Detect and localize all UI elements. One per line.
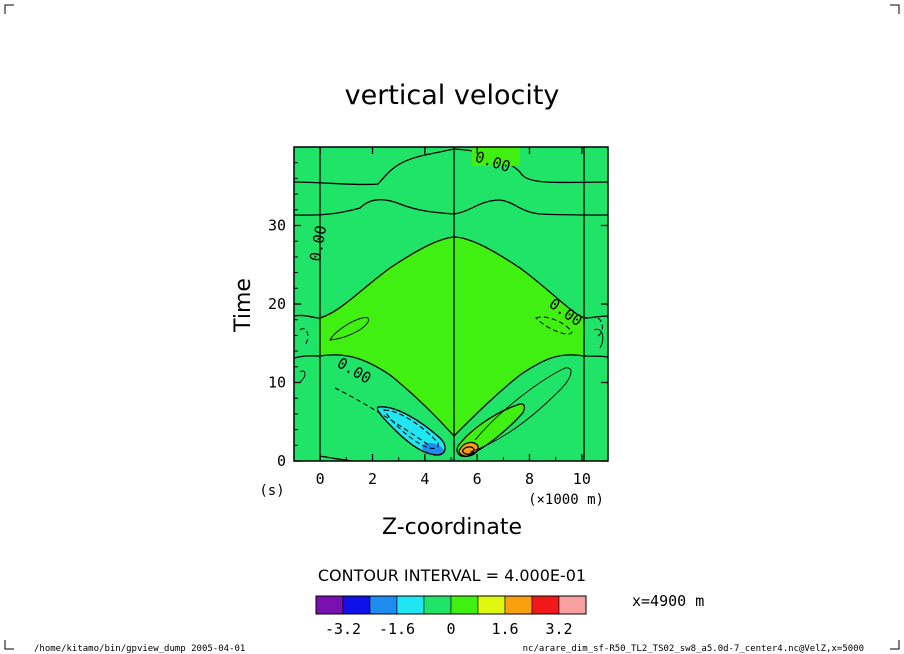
x-axis-label: Z-coordinate — [382, 515, 522, 540]
contour-top-left — [294, 148, 455, 186]
x-axis-tick-labels: 0 2 4 6 8 10 — [316, 470, 591, 488]
colorbar-swatch — [369, 595, 398, 615]
y-tick-label: 0 — [277, 452, 286, 470]
colorbar-swatch — [342, 595, 371, 615]
field-negative-lobe — [377, 406, 446, 455]
colorbar-swatch — [531, 595, 560, 615]
x-tick-label: 8 — [525, 470, 534, 488]
y-tick-label: 10 — [268, 374, 286, 392]
colorbar-swatch — [315, 595, 344, 615]
contour-thin-lines — [299, 317, 604, 453]
contour-zero-diamond-top — [294, 236, 608, 319]
contour-dashed-lines — [299, 316, 603, 449]
y-axis-ticks — [294, 146, 608, 462]
y-axis-tick-labels: 0 10 20 30 — [268, 217, 286, 471]
chart-title: vertical velocity — [345, 80, 560, 111]
colorbar-swatch — [558, 595, 587, 615]
field-central-region — [320, 237, 584, 436]
colorbar-swatch — [477, 595, 506, 615]
colorbar-tick-label: 1.6 — [491, 620, 518, 638]
contour-zero-diamond-bottom — [294, 354, 608, 437]
x-axis-ticks — [293, 147, 609, 461]
colorbar-swatch — [450, 595, 479, 615]
footer-left: /home/kitamo/bin/gpview_dump 2005-04-01 — [34, 644, 245, 654]
corner-marks — [4, 4, 900, 650]
x-tick-label: 4 — [420, 470, 429, 488]
colorbar — [315, 595, 587, 615]
y-tick-label: 30 — [268, 217, 286, 235]
colorbar-tick-label: 0 — [446, 620, 455, 638]
colorbar-swatch — [423, 595, 452, 615]
slice-label: x=4900 m — [632, 592, 704, 610]
colorbar-tick-label: -3.2 — [325, 620, 361, 638]
colorbar-tick-label: -1.6 — [379, 620, 415, 638]
contour-label: 0.00 — [306, 224, 330, 263]
colorbar-swatch — [396, 595, 425, 615]
y-axis-label: Time — [231, 278, 256, 333]
colorbar-swatch — [504, 595, 533, 615]
x-tick-label: 2 — [368, 470, 377, 488]
x-tick-label: 10 — [573, 470, 591, 488]
contour-label-bg — [472, 147, 520, 166]
y-unit-label: (s) — [259, 483, 284, 499]
contour-lines — [294, 147, 608, 461]
contour-upper-band — [294, 198, 608, 216]
x-unit-label: (×1000 m) — [528, 492, 604, 508]
footer-right: nc/arare_dim_sf-R50_TL2_TS02_sw8_a5.0d-7… — [523, 644, 864, 654]
colorbar-tick-labels: -3.2 -1.6 0 1.6 3.2 — [325, 620, 573, 638]
x-tick-label: 0 — [316, 470, 325, 488]
colorbar-tick-label: 3.2 — [545, 620, 572, 638]
plot-area: 0.00 0.00 0.00 0.00 — [294, 147, 608, 461]
colorbar-frame — [315, 595, 587, 615]
y-tick-label: 20 — [268, 295, 286, 313]
x-tick-label: 6 — [473, 470, 482, 488]
contour-interval-text: CONTOUR INTERVAL = 4.000E-01 — [318, 566, 586, 585]
